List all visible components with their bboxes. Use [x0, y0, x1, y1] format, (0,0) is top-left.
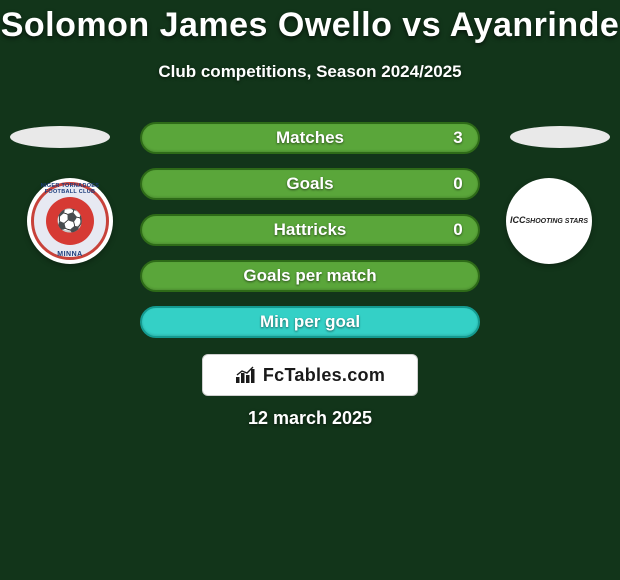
stat-row: Matches3: [140, 122, 480, 154]
stat-label: Matches: [182, 128, 438, 148]
player-left-disc: [10, 126, 110, 148]
club-right-line1: ICC: [510, 215, 526, 225]
stat-label: Hattricks: [182, 220, 438, 240]
club-right-text: ICCSHOOTING STARS: [510, 216, 588, 225]
stat-right-value: 0: [438, 174, 478, 194]
chart-bars-icon: [235, 366, 257, 384]
brand-text: FcTables.com: [263, 365, 385, 386]
stat-row: Goals0: [140, 168, 480, 200]
club-badge-right: ICCSHOOTING STARS: [506, 178, 592, 264]
stat-label: Min per goal: [182, 312, 438, 332]
club-left-bottom-label: MINNA: [57, 251, 82, 258]
stat-row: Hattricks0: [140, 214, 480, 246]
club-badge-left: NIGER TORNADOES FOOTBALL CLUB ⚽ MINNA: [27, 178, 113, 264]
date-label: 12 march 2025: [0, 408, 620, 429]
club-left-top-label: NIGER TORNADOES FOOTBALL CLUB: [27, 183, 113, 195]
stat-row: Goals per match: [140, 260, 480, 292]
subtitle: Club competitions, Season 2024/2025: [0, 62, 620, 82]
stat-right-value: 3: [438, 128, 478, 148]
stat-row: Min per goal: [140, 306, 480, 338]
brand-plate: FcTables.com: [202, 354, 418, 396]
club-right-line2: SHOOTING STARS: [526, 218, 588, 225]
comparison-infographic: Solomon James Owello vs Ayanrinde Club c…: [0, 0, 620, 580]
page-title: Solomon James Owello vs Ayanrinde: [0, 6, 620, 45]
stat-label: Goals: [182, 174, 438, 194]
stat-label: Goals per match: [182, 266, 438, 286]
stat-right-value: 0: [438, 220, 478, 240]
player-right-disc: [510, 126, 610, 148]
club-left-emblem: ⚽: [46, 197, 94, 245]
